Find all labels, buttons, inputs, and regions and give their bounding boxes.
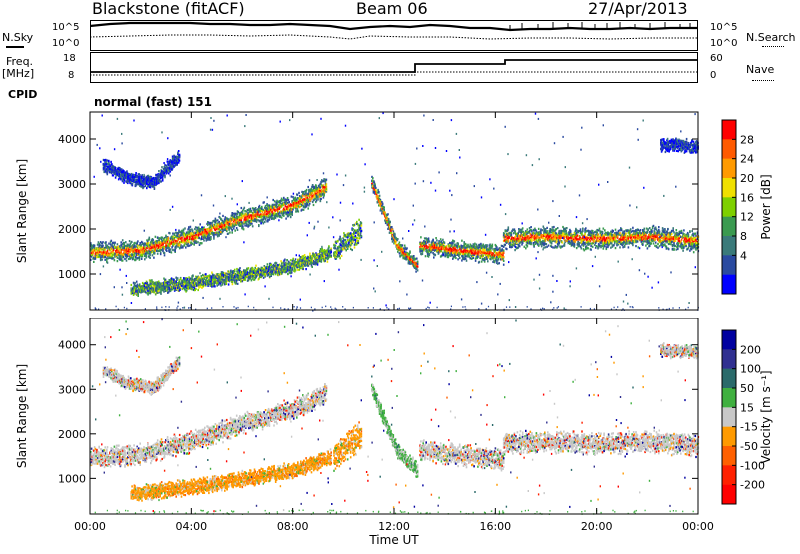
station-title: Blackstone (fitACF) xyxy=(92,0,245,18)
colorbar-label-1: Velocity [m s⁻¹] xyxy=(759,370,773,463)
freq-line xyxy=(90,59,697,73)
x-tick-label-6: 00:00 xyxy=(682,520,714,533)
colorbar-swatch-0-0 xyxy=(722,120,736,140)
colorbar-swatch-1-1 xyxy=(722,349,736,369)
colorbar-swatch-1-0 xyxy=(722,330,736,350)
colorbar-tick-0-2: 20 xyxy=(740,172,754,185)
colorbar-tick-0-4: 12 xyxy=(740,211,754,224)
colorbar-1: 200 100 50 15 -15 -50 -100 -200 Velocity [m s⁻¹] xyxy=(721,329,773,505)
nsky-tick-high: 10^5 xyxy=(52,22,80,33)
colorbar-tick-0-1: 24 xyxy=(740,153,754,166)
x-tick-label-0: 00:00 xyxy=(74,520,106,533)
colorbar-swatch-0-4 xyxy=(722,197,736,217)
colorbar-swatch-0-7 xyxy=(722,255,736,275)
nave-tick-high: 60 xyxy=(710,53,723,64)
colorbar-swatch-0-2 xyxy=(722,158,736,179)
colorbar-tick-0-3: 16 xyxy=(740,191,754,204)
y-tick-label-0-3: 4000 xyxy=(58,133,86,146)
colorbar-swatch-0-3 xyxy=(722,178,736,198)
nsearch-tick-high: 10^5 xyxy=(710,22,738,33)
y-tick-label-0-2: 3000 xyxy=(58,178,86,191)
y-axis-label-1: Slant Range [km] xyxy=(15,364,29,468)
nsky-tick-low: 10^0 xyxy=(52,38,80,49)
freq-nave-panel xyxy=(90,52,698,83)
nsky-line xyxy=(90,21,697,32)
nsky-legend-line xyxy=(6,46,24,48)
colorbar-tick-0-6: 4 xyxy=(740,249,747,262)
colorbar-tick-1-0: 200 xyxy=(740,343,761,356)
y-tick-label-0-1: 2000 xyxy=(58,223,86,236)
cpid-value: normal (fast) 151 xyxy=(94,95,212,109)
colorbar-tick-1-2: 50 xyxy=(740,382,754,395)
colorbar-tick-0-5: 8 xyxy=(740,230,747,243)
y-axis-label-0: Slant Range [km] xyxy=(15,159,29,263)
nave-label: Nave xyxy=(746,63,775,76)
nsky-spikes xyxy=(509,22,691,30)
colorbar-tick-0-0: 28 xyxy=(740,133,754,146)
colorbar-swatch-0-8 xyxy=(722,274,736,295)
nsky-nsearch-panel xyxy=(90,20,698,51)
power-heatmap: 1000 2000 3000 4000 Slant Range [km] 28 24 20 16… xyxy=(15,111,773,312)
colorbar-swatch-1-4 xyxy=(722,407,736,427)
colorbar-swatch-1-8 xyxy=(722,484,736,505)
colorbar-tick-1-5: -50 xyxy=(740,440,758,453)
x-tick-label-4: 16:00 xyxy=(479,520,511,533)
freq-tick-low: 8 xyxy=(68,70,75,81)
beam-title: Beam 06 xyxy=(356,0,428,18)
colorbar-tick-1-1: 100 xyxy=(740,363,761,376)
colorbar-swatch-1-3 xyxy=(722,388,736,408)
nsearch-line xyxy=(90,34,697,40)
colorbar-tick-1-6: -100 xyxy=(740,459,765,472)
x-tick-label-3: 12:00 xyxy=(378,520,410,533)
nsearch-legend-dots xyxy=(762,46,784,47)
colorbar-swatch-1-5 xyxy=(722,426,736,447)
colorbar-swatch-0-1 xyxy=(722,139,736,159)
x-tick-label-1: 04:00 xyxy=(175,520,207,533)
nave-tick-low: 0 xyxy=(710,70,717,81)
scatter-points-0 xyxy=(90,112,700,312)
date-title: 27/Apr/2013 xyxy=(588,0,688,18)
y-tick-label-1-0: 1000 xyxy=(58,472,86,485)
x-tick-label-2: 08:00 xyxy=(277,520,309,533)
colorbar-swatch-0-6 xyxy=(722,236,736,256)
freq-tick-high: 18 xyxy=(63,53,76,64)
colorbar-swatch-1-2 xyxy=(722,368,736,389)
y-tick-label-1-1: 2000 xyxy=(58,428,86,441)
colorbar-tick-1-4: -15 xyxy=(740,421,758,434)
cpid-label: CPID xyxy=(8,88,38,101)
colorbar-label-0: Power [dB] xyxy=(759,174,773,239)
y-tick-label-1-2: 3000 xyxy=(58,383,86,396)
nsearch-tick-low: 10^0 xyxy=(710,38,738,49)
colorbar-0: 28 24 20 16 12 8 4 Power [dB] xyxy=(721,119,773,295)
nsearch-label: N.Search xyxy=(746,31,796,44)
colorbar-tick-1-3: 15 xyxy=(740,401,754,414)
freq-unit: [MHz] xyxy=(2,67,35,80)
nave-legend-dots xyxy=(752,80,774,81)
colorbar-swatch-0-5 xyxy=(722,216,736,237)
velocity-heatmap: 1000 2000 3000 4000 00:00 04:00 08:00 12:00 16:0… xyxy=(15,318,773,547)
x-tick-label-5: 20:00 xyxy=(581,520,613,533)
y-tick-label-1-3: 4000 xyxy=(58,339,86,352)
colorbar-swatch-1-7 xyxy=(722,465,736,485)
freq-label: Freq. xyxy=(6,55,34,68)
colorbar-tick-1-7: -200 xyxy=(740,479,765,492)
nsky-label: N.Sky xyxy=(2,31,34,44)
scatter-points-1 xyxy=(90,318,700,515)
nave-line xyxy=(90,71,697,76)
x-axis-label: Time UT xyxy=(368,533,419,547)
colorbar-swatch-1-6 xyxy=(722,446,736,466)
y-tick-label-0-0: 1000 xyxy=(58,268,86,281)
